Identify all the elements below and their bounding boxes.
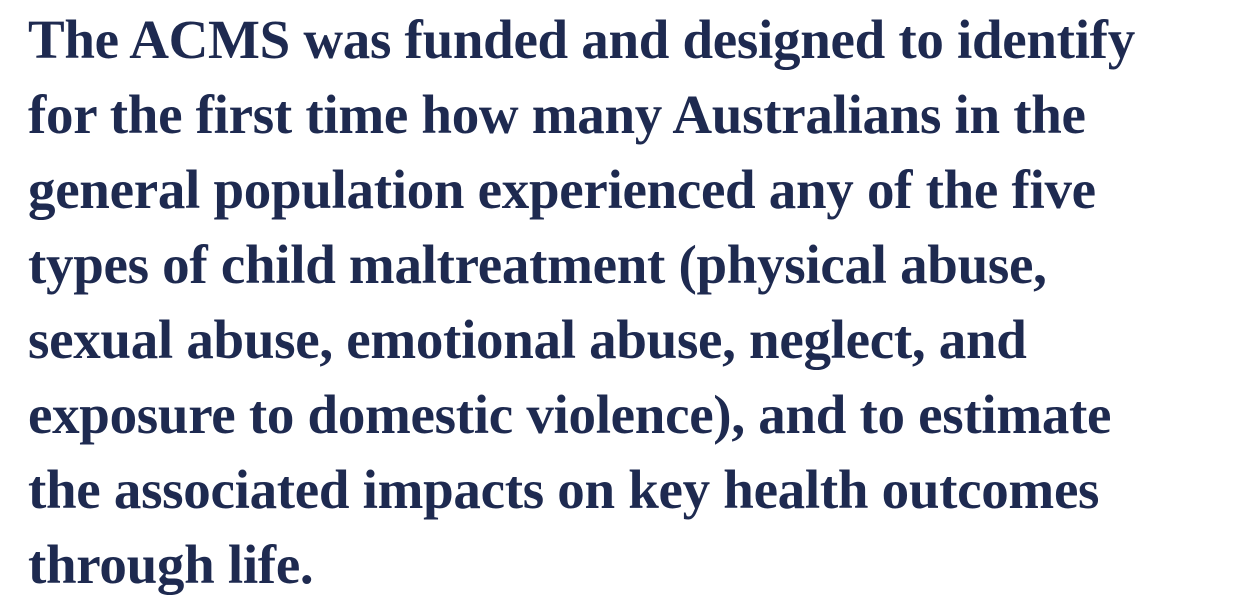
text-line: through life. — [28, 534, 314, 595]
text-line: the associated impacts on key health out… — [28, 459, 1100, 520]
text-line: general population experienced any of th… — [28, 159, 1096, 220]
text-line: The ACMS was funded and designed to iden… — [28, 9, 1135, 70]
text-line: sexual abuse, emotional abuse, neglect, … — [28, 309, 1027, 370]
text-line: for the first time how many Australians … — [28, 84, 1086, 145]
text-line: exposure to domestic violence), and to e… — [28, 384, 1112, 445]
text-line: types of child maltreatment (physical ab… — [28, 234, 1047, 295]
paragraph: The ACMS was funded and designed to iden… — [28, 2, 1256, 602]
